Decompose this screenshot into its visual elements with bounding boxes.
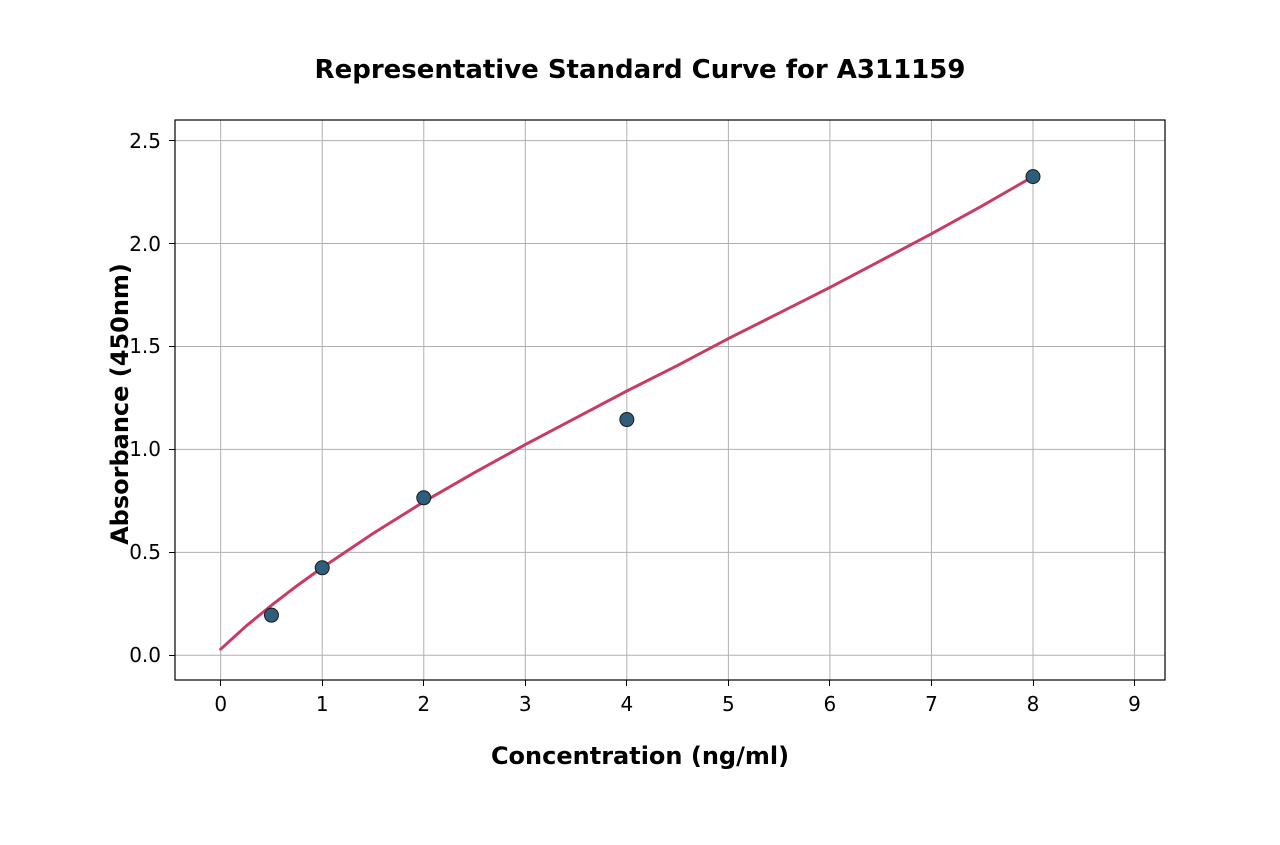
x-tick-label: 1 xyxy=(316,692,329,716)
y-tick-label: 0.5 xyxy=(111,540,161,564)
x-tick-mark xyxy=(220,680,221,686)
x-tick-label: 8 xyxy=(1027,692,1040,716)
y-tick-label: 1.5 xyxy=(111,334,161,358)
x-tick-label: 2 xyxy=(417,692,430,716)
x-tick-label: 7 xyxy=(925,692,938,716)
x-tick-mark xyxy=(728,680,729,686)
x-tick-label: 0 xyxy=(214,692,227,716)
x-tick-mark xyxy=(322,680,323,686)
x-tick-label: 9 xyxy=(1128,692,1141,716)
x-tick-mark xyxy=(829,680,830,686)
x-tick-label: 3 xyxy=(519,692,532,716)
y-tick-mark xyxy=(169,449,175,450)
y-tick-mark xyxy=(169,552,175,553)
y-tick-mark xyxy=(169,655,175,656)
y-tick-label: 2.0 xyxy=(111,232,161,256)
x-axis-label: Concentration (ng/ml) xyxy=(0,742,1280,770)
x-tick-mark xyxy=(1134,680,1135,686)
x-tick-mark xyxy=(626,680,627,686)
y-tick-label: 0.0 xyxy=(111,643,161,667)
y-tick-label: 2.5 xyxy=(111,129,161,153)
x-tick-mark xyxy=(931,680,932,686)
y-tick-mark xyxy=(169,346,175,347)
x-tick-mark xyxy=(423,680,424,686)
x-tick-label: 5 xyxy=(722,692,735,716)
y-tick-mark xyxy=(169,140,175,141)
figure: Representative Standard Curve for A31115… xyxy=(0,0,1280,845)
plot-area xyxy=(175,120,1165,680)
x-tick-mark xyxy=(525,680,526,686)
y-tick-label: 1.0 xyxy=(111,437,161,461)
y-tick-mark xyxy=(169,243,175,244)
chart-title: Representative Standard Curve for A31115… xyxy=(0,55,1280,85)
x-tick-label: 6 xyxy=(824,692,837,716)
x-tick-mark xyxy=(1033,680,1034,686)
x-tick-label: 4 xyxy=(620,692,633,716)
chart-svg xyxy=(175,120,1165,680)
